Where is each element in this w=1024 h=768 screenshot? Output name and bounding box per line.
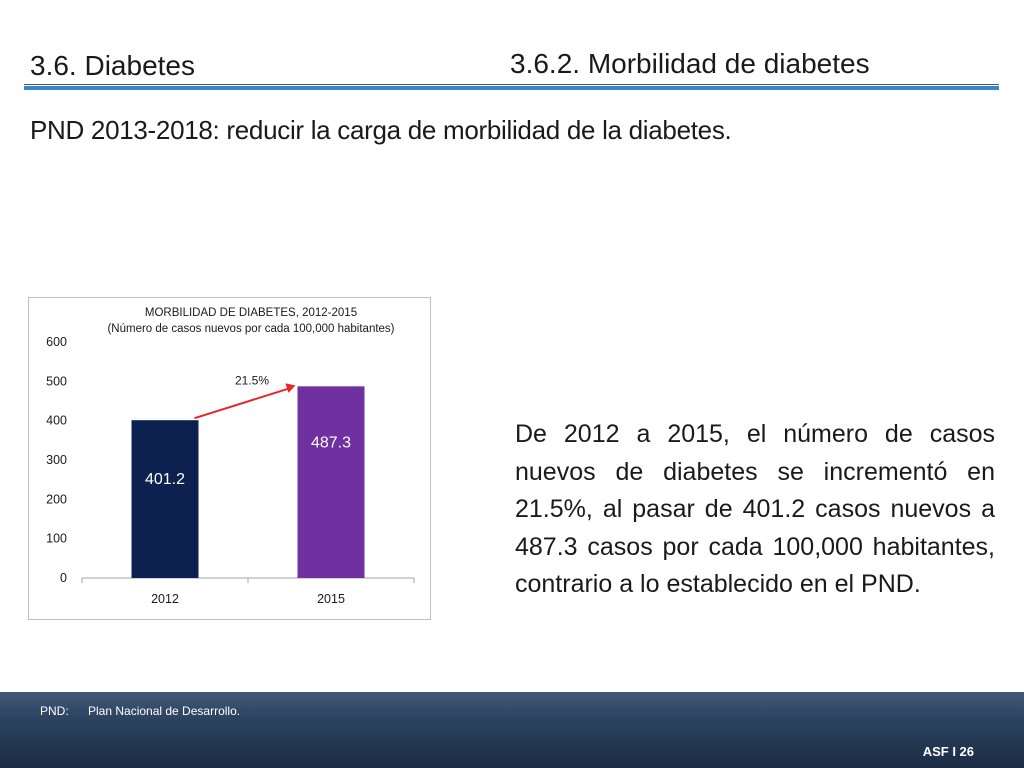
header-rule <box>24 86 999 90</box>
header-rule-thin <box>24 84 999 85</box>
data-label-2012: 401.2 <box>145 471 185 488</box>
y-tick-label: 600 <box>46 335 67 349</box>
growth-annotation: 21.5% <box>235 373 269 387</box>
data-label-2015: 487.3 <box>311 434 351 451</box>
bar-2015 <box>297 386 365 578</box>
page-number: ASF I 26 <box>922 744 974 759</box>
growth-arrow <box>194 387 290 420</box>
y-tick-label: 500 <box>46 374 67 388</box>
chart-title: MORBILIDAD DE DIABETES, 2012-2015 <box>145 307 357 319</box>
footer-band <box>0 692 1024 768</box>
slide-subtitle: PND 2013-2018: reducir la carga de morbi… <box>30 115 732 145</box>
plot-area: 0 100 200 300 400 500 600 401.2 2012 487.3 2015 21.… <box>46 335 415 606</box>
y-tick-label: 300 <box>46 453 67 467</box>
footer-note: PND: Plan Nacional de Desarrollo. <box>40 704 240 718</box>
bar-chart: MORBILIDAD DE DIABETES, 2012-2015 (Númer… <box>46 307 415 606</box>
body-paragraph: De 2012 a 2015, el número de casos nuevo… <box>515 420 995 598</box>
growth-arrow-head <box>285 383 296 393</box>
chart-subtitle: (Número de casos nuevos por cada 100,000… <box>107 323 394 335</box>
subsection-title: 3.6.2. Morbilidad de diabetes <box>510 48 870 79</box>
y-tick-label: 0 <box>60 571 67 585</box>
y-tick-label: 400 <box>46 414 67 428</box>
section-title: 3.6. Diabetes <box>30 50 195 81</box>
y-tick-label: 200 <box>46 492 67 506</box>
footer-definition: Plan Nacional de Desarrollo. <box>88 704 241 718</box>
footer-abbreviation: PND: <box>40 704 69 718</box>
chart-container: MORBILIDAD DE DIABETES, 2012-2015 (Númer… <box>28 297 431 620</box>
x-tick-label: 2015 <box>317 592 345 606</box>
y-tick-label: 100 <box>46 532 67 546</box>
bar-2012 <box>131 420 199 578</box>
x-tick-label: 2012 <box>151 592 179 606</box>
